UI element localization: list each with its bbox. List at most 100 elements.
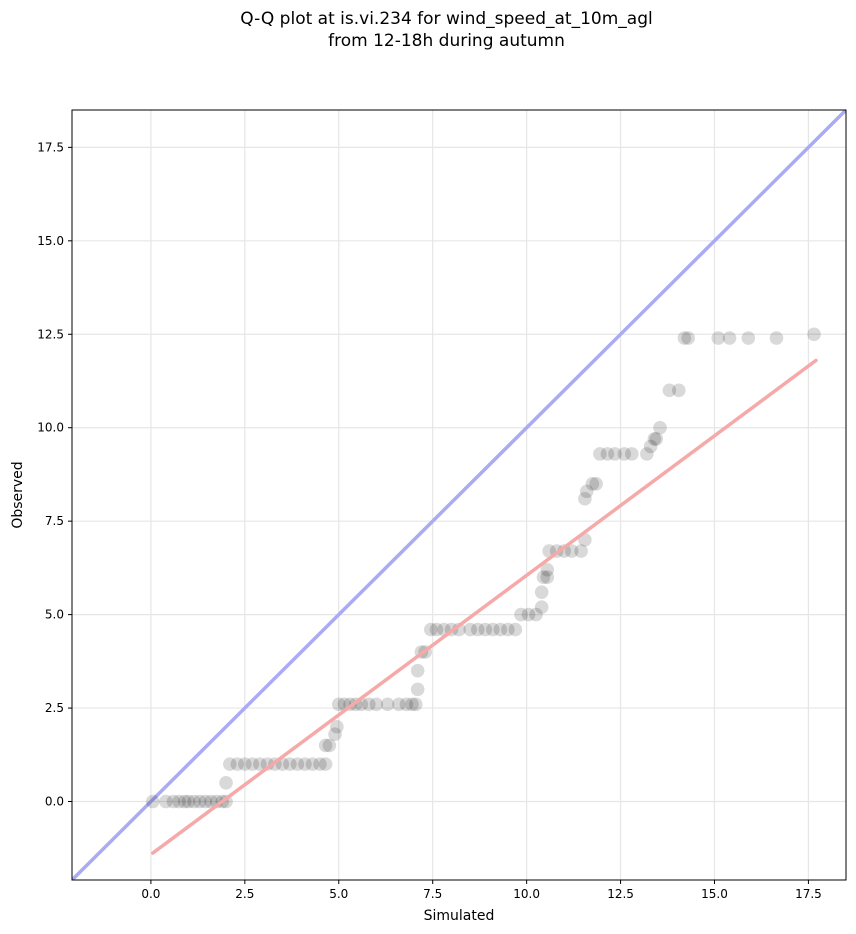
data-point	[204, 794, 218, 809]
data-point	[540, 570, 555, 585]
data-point	[424, 622, 438, 637]
data-point	[223, 757, 237, 771]
x-tick-label: 10.0	[513, 887, 540, 901]
y-tick-label: 0.0	[45, 795, 64, 809]
data-point	[399, 697, 414, 712]
data-point	[166, 794, 181, 809]
chart-subtitle: from 12-18h during autumn	[328, 31, 565, 51]
y-tick-label: 10.0	[37, 421, 64, 435]
data-point	[328, 727, 342, 742]
data-point	[298, 757, 312, 771]
data-point	[331, 697, 346, 712]
data-point	[711, 331, 726, 345]
data-point	[672, 383, 686, 398]
data-point	[574, 544, 588, 558]
data-point	[322, 738, 337, 753]
data-point	[647, 432, 662, 446]
data-point	[470, 622, 485, 637]
data-point	[318, 757, 333, 771]
data-point	[625, 447, 639, 461]
data-point	[593, 447, 607, 461]
data-point	[181, 794, 196, 809]
data-point	[486, 622, 500, 637]
y-tick-label: 7.5	[45, 514, 64, 528]
y-axis-label: Observed	[10, 461, 26, 528]
data-point	[662, 383, 677, 398]
identity-reference-line	[72, 110, 846, 880]
data-point	[172, 794, 186, 809]
data-point	[649, 432, 664, 446]
data-points	[145, 327, 821, 809]
x-axis-label: Simulated	[424, 908, 495, 924]
data-point	[305, 757, 320, 771]
data-point	[380, 697, 395, 712]
data-point	[230, 757, 245, 771]
y-axis-ticks: 0.0 2.5 5.0 7.5 10.0 12.5 15.0 17.5	[37, 140, 72, 809]
data-point	[253, 757, 267, 771]
data-point	[741, 331, 756, 345]
data-point	[769, 331, 784, 345]
data-point	[681, 331, 695, 345]
data-point	[579, 484, 594, 499]
data-point	[643, 439, 658, 454]
data-point	[392, 697, 406, 712]
data-point	[608, 447, 622, 461]
data-point	[429, 622, 444, 637]
data-point	[410, 682, 425, 697]
y-tick-label: 2.5	[45, 701, 64, 715]
data-point	[219, 776, 233, 790]
data-point	[313, 757, 327, 771]
x-axis-ticks: 0.0 2.5 5.0 7.5 10.0 12.5 15.0 17.5	[141, 880, 822, 901]
data-point	[600, 447, 615, 461]
data-point	[245, 757, 260, 771]
data-point	[187, 794, 201, 809]
data-point	[318, 738, 333, 753]
x-tick-label: 15.0	[701, 887, 728, 901]
data-point	[536, 570, 551, 585]
data-point	[501, 622, 515, 637]
x-tick-label: 0.0	[141, 887, 160, 901]
data-point	[514, 607, 528, 622]
data-point	[493, 622, 508, 637]
data-point	[521, 607, 536, 622]
data-point	[362, 697, 376, 712]
data-point	[159, 794, 173, 809]
x-tick-label: 7.5	[423, 887, 442, 901]
regression-fit-line	[151, 358, 818, 855]
data-point	[589, 476, 603, 491]
y-tick-label: 17.5	[37, 140, 64, 154]
data-point	[177, 794, 192, 809]
data-point	[585, 476, 600, 491]
x-tick-label: 2.5	[235, 887, 254, 901]
data-point	[508, 622, 523, 637]
y-tick-label: 12.5	[37, 327, 64, 341]
data-point	[478, 622, 493, 637]
chart-title: Q-Q plot at is.vi.234 for wind_speed_at_…	[240, 9, 653, 29]
data-point	[617, 447, 632, 461]
data-point	[192, 794, 207, 809]
data-point	[145, 794, 160, 809]
grid	[72, 110, 846, 880]
data-point	[677, 331, 692, 345]
data-point	[534, 585, 549, 599]
x-tick-label: 12.5	[607, 887, 634, 901]
data-point	[238, 757, 252, 771]
data-point	[369, 697, 384, 712]
plot-frame	[71, 109, 847, 881]
data-point	[564, 544, 579, 558]
y-tick-label: 5.0	[45, 608, 64, 622]
data-point	[534, 600, 549, 614]
data-point	[283, 757, 297, 771]
data-point	[463, 622, 478, 637]
data-point	[290, 757, 305, 771]
data-point	[557, 544, 572, 558]
data-point	[653, 420, 667, 435]
data-point	[540, 562, 555, 577]
data-point	[807, 327, 821, 342]
data-point	[405, 697, 419, 712]
data-point	[408, 697, 423, 712]
chart-title-block: Q-Q plot at is.vi.234 for wind_speed_at_…	[0, 8, 856, 52]
data-point	[578, 491, 592, 506]
data-point	[640, 447, 654, 461]
